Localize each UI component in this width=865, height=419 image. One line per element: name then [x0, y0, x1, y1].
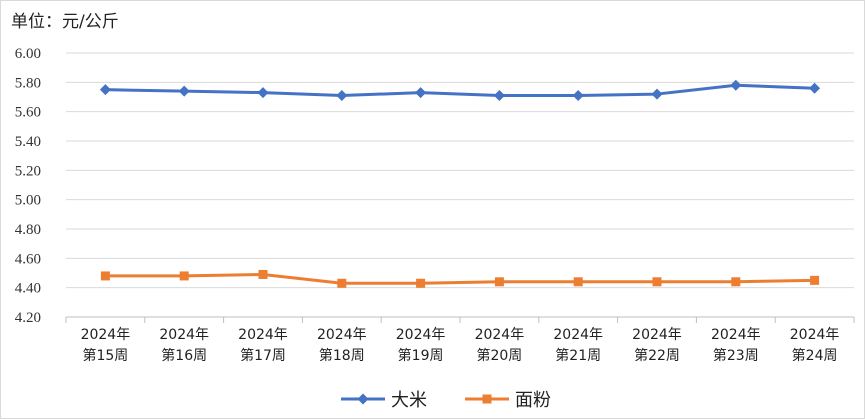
data-point-1: [651, 88, 663, 100]
x-tick-label-year: 2024年: [238, 327, 288, 343]
data-point-2: [416, 278, 426, 288]
y-tick-label: 4.60: [15, 251, 41, 267]
data-point-1: [493, 90, 505, 102]
y-tick-label: 5.80: [15, 75, 41, 91]
x-tick-label-year: 2024年: [632, 327, 682, 343]
series-line-2: [105, 272, 815, 285]
legend-marker-1: [357, 393, 369, 405]
y-tick-label: 5.20: [15, 163, 41, 179]
x-tick-label-week: 第17周: [240, 347, 286, 364]
data-point-2: [731, 277, 741, 287]
x-tick-label-year: 2024年: [81, 327, 131, 343]
data-point-2: [573, 277, 583, 287]
x-tick-label-week: 第15周: [82, 347, 128, 364]
x-tick-label-year: 2024年: [790, 327, 840, 343]
x-tick-label-year: 2024年: [475, 327, 525, 343]
data-point-2: [494, 277, 504, 287]
x-tick-label-week: 第16周: [161, 347, 207, 364]
x-tick-label-week: 第18周: [319, 347, 365, 364]
x-tick-label-week: 第22周: [634, 347, 680, 364]
data-point-1: [257, 87, 269, 99]
y-tick-label: 4.80: [15, 222, 41, 238]
unit-label: 单位：元/公斤: [11, 12, 119, 32]
data-point-1: [809, 82, 821, 94]
data-point-2: [258, 269, 268, 279]
y-tick-label: 4.40: [15, 281, 41, 297]
x-tick-label-year: 2024年: [317, 327, 367, 343]
data-point-2: [100, 271, 110, 281]
data-point-1: [415, 87, 427, 99]
data-point-2: [337, 278, 347, 288]
data-point-2: [810, 275, 820, 285]
x-tick-label-year: 2024年: [396, 327, 446, 343]
data-point-1: [730, 79, 742, 91]
y-tick-label: 5.40: [15, 134, 41, 150]
y-tick-label: 4.20: [15, 310, 41, 326]
data-point-2: [652, 277, 662, 287]
series-line-1: [105, 83, 815, 98]
x-tick-label-week: 第20周: [476, 347, 522, 364]
x-tick-label-week: 第21周: [555, 347, 601, 364]
data-point-1: [572, 90, 584, 102]
x-tick-label-year: 2024年: [711, 327, 761, 343]
legend-label-2: 面粉: [515, 390, 551, 411]
y-tick-label: 5.60: [15, 105, 41, 121]
x-tick-label-week: 第19周: [398, 347, 444, 364]
data-point-2: [179, 271, 189, 281]
data-point-1: [99, 84, 111, 96]
x-tick-label-year: 2024年: [553, 327, 603, 343]
y-tick-label: 6.00: [15, 46, 41, 62]
legend-label-1: 大米: [391, 390, 427, 411]
y-tick-label: 5.00: [15, 193, 41, 209]
x-tick-label-year: 2024年: [159, 327, 209, 343]
data-point-1: [336, 90, 348, 102]
x-tick-label-week: 第23周: [713, 347, 759, 364]
legend-marker-2: [482, 394, 492, 404]
x-tick-label-week: 第24周: [792, 347, 838, 364]
data-point-1: [178, 85, 190, 97]
